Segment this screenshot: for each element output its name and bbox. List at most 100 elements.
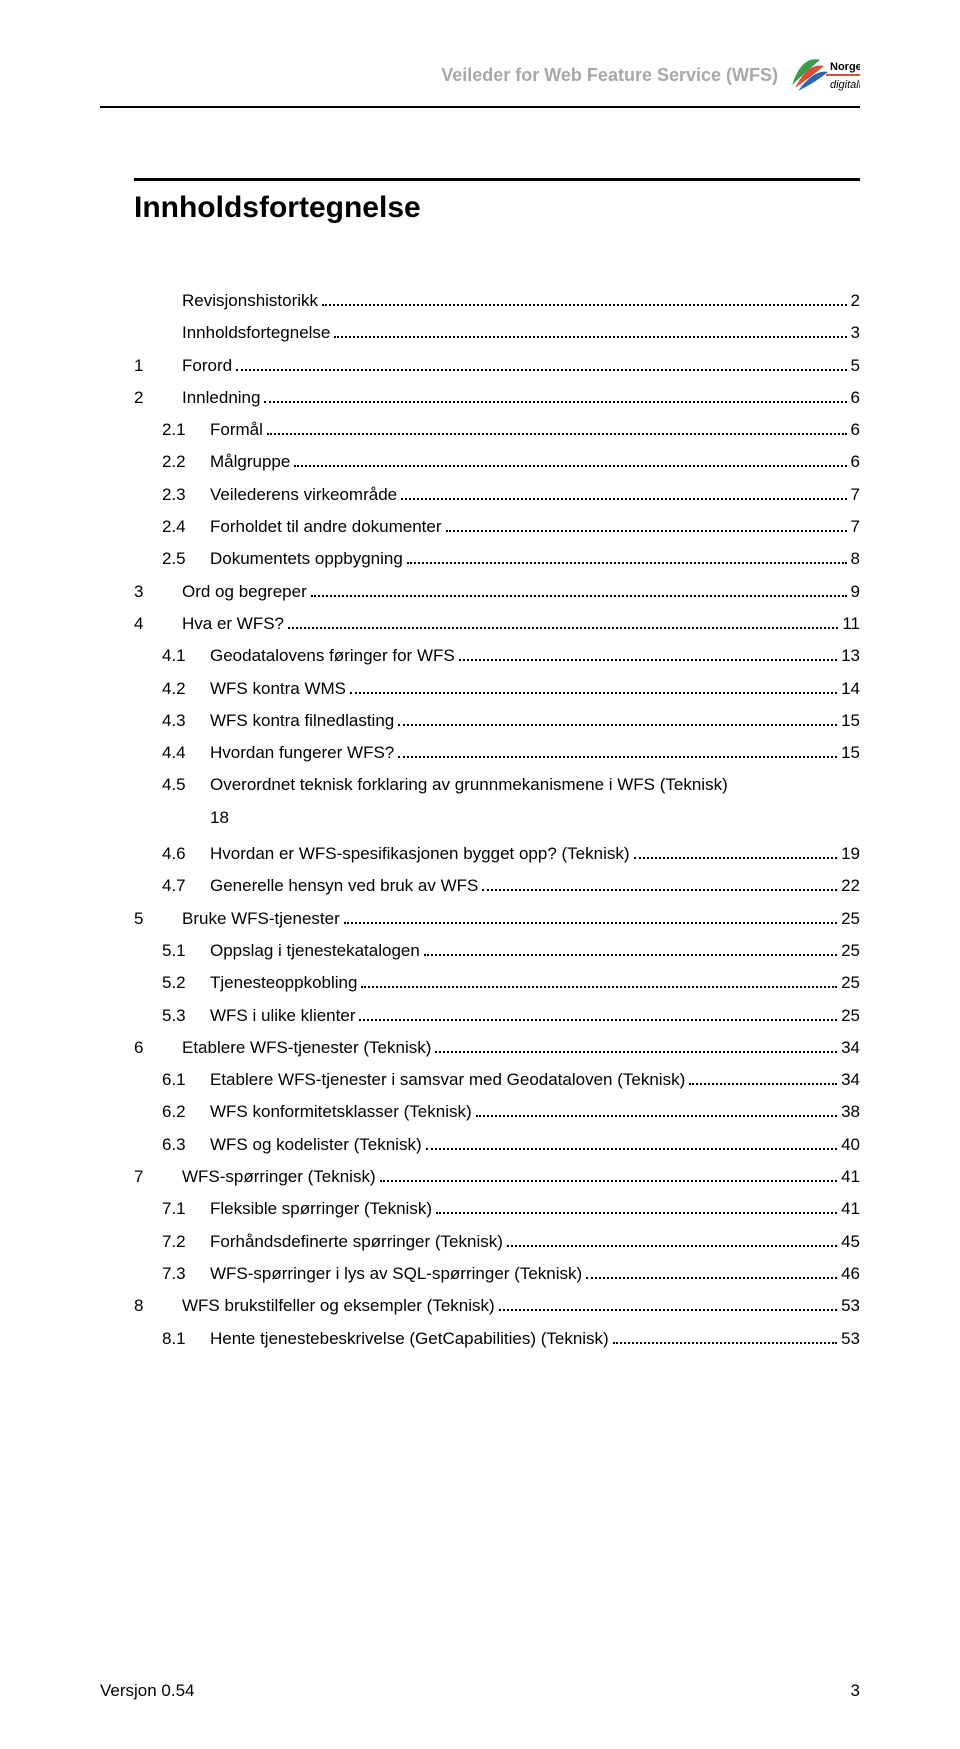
toc-label: Hente tjenestebeskrivelse (GetCapabiliti… bbox=[210, 1323, 609, 1355]
toc-label: Geodatalovens føringer for WFS bbox=[210, 640, 455, 672]
toc-page: 18 bbox=[210, 802, 860, 834]
toc-page: 25 bbox=[841, 935, 860, 967]
toc-number: 7 bbox=[134, 1161, 182, 1193]
toc-page: 3 bbox=[851, 317, 860, 349]
toc-entry[interactable]: 2.5Dokumentets oppbygning8 bbox=[134, 543, 860, 575]
toc-label: WFS og kodelister (Teknisk) bbox=[210, 1129, 422, 1161]
toc-page: 14 bbox=[841, 673, 860, 705]
toc-page: 53 bbox=[841, 1323, 860, 1355]
toc-entry[interactable]: 4.7Generelle hensyn ved bruk av WFS22 bbox=[134, 870, 860, 902]
toc-entry[interactable]: 7.3WFS-spørringer i lys av SQL-spørringe… bbox=[134, 1258, 860, 1290]
toc-entry[interactable]: 5.3WFS i ulike klienter25 bbox=[134, 1000, 860, 1032]
toc-page: 34 bbox=[841, 1032, 860, 1064]
toc-label: Bruke WFS-tjenester bbox=[182, 903, 340, 935]
toc-entry[interactable]: 1Forord5 bbox=[134, 350, 860, 382]
toc-entry[interactable]: 7.2Forhåndsdefinerte spørringer (Teknisk… bbox=[134, 1226, 860, 1258]
toc-entry[interactable]: 4.6Hvordan er WFS-spesifikasjonen bygget… bbox=[134, 838, 860, 870]
toc-page: 25 bbox=[841, 967, 860, 999]
toc-page: 11 bbox=[842, 608, 860, 640]
toc-label: Hvordan fungerer WFS? bbox=[210, 737, 394, 769]
toc-page: 15 bbox=[841, 737, 860, 769]
toc-entry[interactable]: Innholdsfortegnelse 3 bbox=[134, 317, 860, 349]
toc-number: 4.2 bbox=[162, 673, 210, 705]
toc-leader bbox=[446, 515, 847, 532]
toc-label: Fleksible spørringer (Teknisk) bbox=[210, 1193, 432, 1225]
toc-leader bbox=[476, 1100, 837, 1117]
toc-page: 2 bbox=[851, 285, 860, 317]
toc-entry[interactable]: 4.2WFS kontra WMS14 bbox=[134, 673, 860, 705]
toc-page: 19 bbox=[841, 838, 860, 870]
toc-label: Forhåndsdefinerte spørringer (Teknisk) bbox=[210, 1226, 503, 1258]
toc-number: 4.1 bbox=[162, 640, 210, 672]
toc-leader bbox=[424, 939, 837, 956]
toc-entry[interactable]: 8.1Hente tjenestebeskrivelse (GetCapabil… bbox=[134, 1323, 860, 1355]
content-area: Innholdsfortegnelse Revisjonshistorikk2I… bbox=[100, 178, 860, 1355]
toc-entry[interactable]: 8WFS brukstilfeller og eksempler (Teknis… bbox=[134, 1290, 860, 1322]
toc-page: 41 bbox=[841, 1193, 860, 1225]
toc-leader bbox=[322, 289, 846, 306]
toc-leader bbox=[380, 1165, 837, 1182]
toc-leader bbox=[288, 612, 838, 629]
toc-number: 7.3 bbox=[162, 1258, 210, 1290]
toc-number: 2.4 bbox=[162, 511, 210, 543]
toc-label: Innledning bbox=[182, 382, 260, 414]
toc-entry[interactable]: 4.1Geodatalovens føringer for WFS13 bbox=[134, 640, 860, 672]
toc-leader bbox=[407, 547, 847, 564]
toc-entry[interactable]: 6.3WFS og kodelister (Teknisk)40 bbox=[134, 1129, 860, 1161]
toc-page: 7 bbox=[851, 511, 860, 543]
toc-label: Oppslag i tjenestekatalogen bbox=[210, 935, 420, 967]
toc-entry[interactable]: 2.1Formål6 bbox=[134, 414, 860, 446]
svg-text:Norge: Norge bbox=[830, 61, 860, 73]
toc-page: 8 bbox=[851, 543, 860, 575]
toc-entry[interactable]: 2.4Forholdet til andre dokumenter 7 bbox=[134, 511, 860, 543]
toc-page: 6 bbox=[851, 382, 860, 414]
toc-entry[interactable]: 4.5Overordnet teknisk forklaring av grun… bbox=[134, 769, 860, 834]
toc-entry[interactable]: 4.3WFS kontra filnedlasting15 bbox=[134, 705, 860, 737]
toc-entry[interactable]: 7WFS-spørringer (Teknisk)41 bbox=[134, 1161, 860, 1193]
toc-page: 7 bbox=[851, 479, 860, 511]
toc-entry[interactable]: 5.1Oppslag i tjenestekatalogen 25 bbox=[134, 935, 860, 967]
toc-label: Etablere WFS-tjenester i samsvar med Geo… bbox=[210, 1064, 685, 1096]
toc-label: Revisjonshistorikk bbox=[182, 285, 318, 317]
toc-entry[interactable]: 3Ord og begreper9 bbox=[134, 576, 860, 608]
toc-leader bbox=[350, 677, 837, 694]
toc-entry[interactable]: 2.3Veilederens virkeområde7 bbox=[134, 479, 860, 511]
toc-number: 1 bbox=[134, 350, 182, 382]
toc-label: Hvordan er WFS-spesifikasjonen bygget op… bbox=[210, 838, 630, 870]
toc-number: 7.2 bbox=[162, 1226, 210, 1258]
toc-entry[interactable]: 5Bruke WFS-tjenester25 bbox=[134, 903, 860, 935]
header-divider bbox=[100, 106, 860, 108]
toc-entry[interactable]: 2Innledning6 bbox=[134, 382, 860, 414]
toc-leader bbox=[507, 1230, 837, 1247]
toc-leader bbox=[613, 1327, 837, 1344]
toc-number: 6 bbox=[134, 1032, 182, 1064]
toc-leader bbox=[236, 354, 846, 371]
toc-label: Innholdsfortegnelse bbox=[182, 317, 330, 349]
toc-number: 2.1 bbox=[162, 414, 210, 446]
toc-label: Generelle hensyn ved bruk av WFS bbox=[210, 870, 478, 902]
toc-leader bbox=[361, 971, 837, 988]
toc-number: 5.1 bbox=[162, 935, 210, 967]
toc-entry[interactable]: 4Hva er WFS?11 bbox=[134, 608, 860, 640]
toc-entry[interactable]: Revisjonshistorikk 2 bbox=[134, 285, 860, 317]
toc-entry[interactable]: 7.1Fleksible spørringer (Teknisk) 41 bbox=[134, 1193, 860, 1225]
toc-entry[interactable]: 6.1Etablere WFS-tjenester i samsvar med … bbox=[134, 1064, 860, 1096]
toc-number: 7.1 bbox=[162, 1193, 210, 1225]
toc-page: 53 bbox=[841, 1290, 860, 1322]
toc-label: Tjenesteoppkobling bbox=[210, 967, 357, 999]
toc-entry[interactable]: 4.4Hvordan fungerer WFS?15 bbox=[134, 737, 860, 769]
toc-number: 6.3 bbox=[162, 1129, 210, 1161]
table-of-contents: Revisjonshistorikk2Innholdsfortegnelse31… bbox=[134, 285, 860, 1355]
toc-entry[interactable]: 6.2WFS konformitetsklasser (Teknisk)38 bbox=[134, 1096, 860, 1128]
toc-leader bbox=[398, 741, 837, 758]
toc-number: 6.2 bbox=[162, 1096, 210, 1128]
toc-leader bbox=[436, 1197, 837, 1214]
toc-entry[interactable]: 5.2Tjenesteoppkobling25 bbox=[134, 967, 860, 999]
toc-page: 5 bbox=[851, 350, 860, 382]
toc-label: Forholdet til andre dokumenter bbox=[210, 511, 442, 543]
toc-page: 25 bbox=[841, 1000, 860, 1032]
toc-entry[interactable]: 2.2Målgruppe6 bbox=[134, 446, 860, 478]
toc-leader bbox=[634, 842, 838, 859]
toc-entry[interactable]: 6Etablere WFS-tjenester (Teknisk)34 bbox=[134, 1032, 860, 1064]
toc-number: 4.6 bbox=[162, 838, 210, 870]
